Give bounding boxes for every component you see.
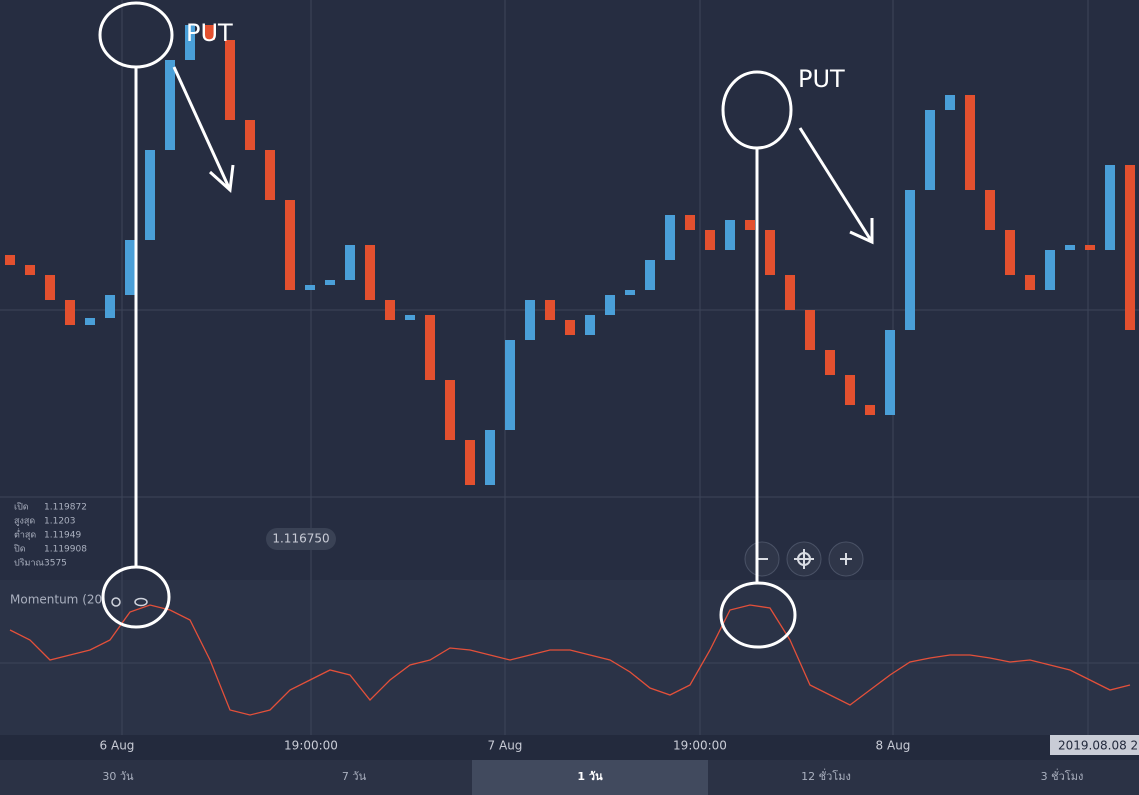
- x-axis-label: 8 Aug: [876, 739, 911, 753]
- candle: [1025, 275, 1035, 290]
- candle: [865, 405, 875, 415]
- price-label: 1.116750: [272, 532, 329, 546]
- x-axis-label: 7 Aug: [488, 739, 523, 753]
- candle: [965, 95, 975, 190]
- candle: [1125, 165, 1135, 330]
- candle: [505, 340, 515, 430]
- candle: [225, 40, 235, 120]
- candle: [885, 330, 895, 415]
- annotation-put: PUT: [186, 19, 233, 47]
- info-label: สูงสุด: [14, 517, 35, 527]
- tab[interactable]: 12 ชั่วโมง: [801, 768, 851, 783]
- candle: [545, 300, 555, 320]
- candle: [645, 260, 655, 290]
- candle: [785, 275, 795, 310]
- candle: [385, 300, 395, 320]
- x-axis-label: 6 Aug: [100, 739, 135, 753]
- candle: [65, 300, 75, 325]
- tab[interactable]: 1 วัน: [577, 770, 603, 783]
- candle: [845, 375, 855, 405]
- candle: [305, 285, 315, 290]
- candle: [265, 150, 275, 200]
- candle: [1045, 250, 1055, 290]
- info-label: ต่ำสุด: [14, 528, 36, 541]
- candle: [365, 245, 375, 300]
- candle: [565, 320, 575, 335]
- info-label: ปิด: [14, 544, 26, 555]
- candle: [5, 255, 15, 265]
- annotation-put: PUT: [798, 65, 845, 93]
- candle: [425, 315, 435, 380]
- candle: [145, 150, 155, 240]
- candle: [1105, 165, 1115, 250]
- candle: [1005, 230, 1015, 275]
- active-tab: [472, 760, 708, 795]
- date-box-text: 2019.08.08 2: [1058, 739, 1138, 753]
- x-axis-label: 19:00:00: [673, 739, 727, 753]
- tab[interactable]: 3 ชั่วโมง: [1041, 768, 1084, 783]
- candle: [325, 280, 335, 285]
- candle: [745, 220, 755, 230]
- candle: [665, 215, 675, 260]
- candle: [605, 295, 615, 315]
- candle: [485, 430, 495, 485]
- info-value: 1.119872: [44, 503, 87, 513]
- candle: [405, 315, 415, 320]
- candle: [525, 300, 535, 340]
- candle: [925, 110, 935, 190]
- candle: [205, 25, 215, 40]
- tab[interactable]: 30 วัน: [102, 770, 134, 783]
- candle: [805, 310, 815, 350]
- candle: [825, 350, 835, 375]
- candle: [945, 95, 955, 110]
- tab[interactable]: 7 วัน: [342, 770, 367, 783]
- info-value: 1.11949: [44, 531, 81, 541]
- candle: [105, 295, 115, 318]
- candle: [185, 25, 195, 60]
- momentum-line: [9, 604, 1131, 716]
- candle: [85, 318, 95, 325]
- candle: [625, 290, 635, 295]
- candle: [445, 380, 455, 440]
- candle: [1085, 245, 1095, 250]
- indicator-icons[interactable]: [111, 597, 148, 607]
- price-label-bg: [266, 528, 336, 550]
- candle: [125, 240, 135, 295]
- candle: [685, 215, 695, 230]
- candle: [165, 60, 175, 150]
- candle: [285, 200, 295, 290]
- date-box: [1050, 735, 1139, 755]
- info-value: 1.119908: [44, 545, 87, 555]
- annotations: [98, 1, 874, 649]
- indicator-bg: [0, 580, 1139, 735]
- candle: [765, 230, 775, 275]
- info-value: 1.1203: [44, 517, 76, 527]
- info-label: ปริมาณ: [14, 558, 44, 569]
- candle: [1065, 245, 1075, 250]
- info-label: เปิด: [14, 502, 29, 513]
- info-value: 3575: [44, 559, 67, 569]
- candle: [725, 220, 735, 250]
- candle: [585, 315, 595, 335]
- candle: [905, 190, 915, 330]
- x-axis-label: 19:00:00: [284, 739, 338, 753]
- indicator-name: Momentum (20: [10, 593, 102, 607]
- candle: [465, 440, 475, 485]
- candle: [705, 230, 715, 250]
- candle: [985, 190, 995, 230]
- candle: [45, 275, 55, 300]
- candle: [245, 120, 255, 150]
- candle: [345, 245, 355, 280]
- zoom-controls[interactable]: [744, 541, 864, 577]
- candle: [25, 265, 35, 275]
